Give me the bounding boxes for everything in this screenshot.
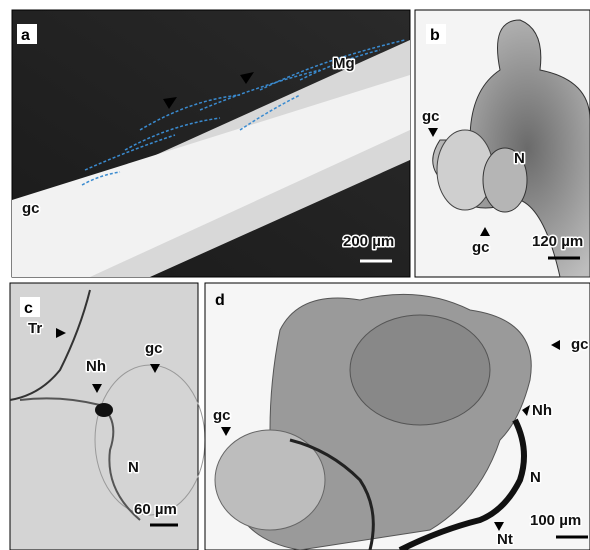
nerve-hub xyxy=(95,403,113,417)
panel-c: c Tr Nh gc N 60 µm xyxy=(10,283,205,550)
panel-label: d xyxy=(215,292,225,309)
annotation: gc xyxy=(213,407,231,424)
annotation: gc xyxy=(145,340,163,357)
scale-label: 120 µm xyxy=(532,233,583,250)
page: {"panels": [ {"label": "a", "annotations… xyxy=(0,0,590,550)
gastric-caecum xyxy=(350,315,490,425)
annotation: Nh xyxy=(86,358,106,375)
annotation: N xyxy=(530,469,541,486)
panel-label: c xyxy=(24,300,33,317)
annotation: N xyxy=(514,150,525,167)
annotation: Nh xyxy=(532,402,552,419)
annotation: gc xyxy=(472,239,490,256)
scale-label: 200 µm xyxy=(343,233,394,250)
annotation: Nt xyxy=(497,531,513,548)
panel-b: b gc gc N 120 µm xyxy=(415,10,590,277)
annotation: Mg xyxy=(333,55,355,72)
scale-label: 60 µm xyxy=(134,501,177,518)
annotation: gc xyxy=(422,108,440,125)
panel-a: a Mg gc 200 µm xyxy=(12,10,410,277)
figure: a Mg gc 200 µm b gc gc N 120 µm c Tr Nh … xyxy=(0,0,590,550)
panel-label: a xyxy=(21,27,30,44)
scale-label: 100 µm xyxy=(530,512,581,529)
annotation: gc xyxy=(571,336,589,353)
annotation: N xyxy=(128,459,139,476)
annotation: Tr xyxy=(28,320,42,337)
panel-d: d gc gc Nh N Nt 100 µm xyxy=(205,283,590,550)
annotation: gc xyxy=(22,200,40,217)
panel-label: b xyxy=(430,27,440,44)
